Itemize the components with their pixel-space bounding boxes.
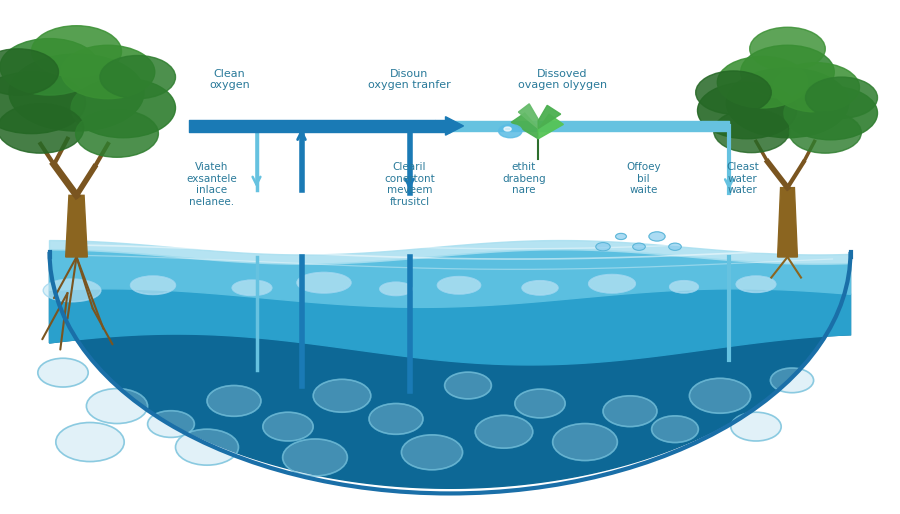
Circle shape bbox=[38, 358, 88, 387]
Ellipse shape bbox=[736, 276, 776, 292]
Polygon shape bbox=[538, 114, 563, 139]
Text: Offoey
bil
waite: Offoey bil waite bbox=[626, 162, 661, 195]
Text: ethit
drabeng
nare: ethit drabeng nare bbox=[502, 162, 545, 195]
Circle shape bbox=[649, 232, 665, 241]
Polygon shape bbox=[511, 113, 538, 139]
Ellipse shape bbox=[130, 276, 176, 295]
Ellipse shape bbox=[437, 277, 481, 294]
Circle shape bbox=[603, 396, 657, 427]
Circle shape bbox=[263, 412, 313, 441]
Circle shape bbox=[698, 82, 796, 139]
Circle shape bbox=[553, 424, 617, 461]
Circle shape bbox=[652, 416, 698, 443]
Circle shape bbox=[515, 389, 565, 418]
Circle shape bbox=[789, 112, 861, 153]
Text: Clean
oxygen: Clean oxygen bbox=[209, 69, 250, 90]
Circle shape bbox=[9, 54, 144, 131]
Circle shape bbox=[207, 386, 261, 416]
Circle shape bbox=[773, 63, 860, 112]
Circle shape bbox=[669, 243, 681, 250]
Circle shape bbox=[731, 412, 781, 441]
Circle shape bbox=[633, 243, 645, 250]
Circle shape bbox=[596, 243, 610, 251]
Circle shape bbox=[369, 403, 423, 434]
Polygon shape bbox=[50, 241, 850, 264]
Ellipse shape bbox=[232, 280, 272, 296]
Circle shape bbox=[616, 233, 626, 240]
Circle shape bbox=[32, 26, 122, 77]
Polygon shape bbox=[50, 289, 850, 365]
Circle shape bbox=[56, 423, 124, 462]
Polygon shape bbox=[538, 105, 561, 128]
Circle shape bbox=[71, 78, 176, 138]
Ellipse shape bbox=[589, 274, 635, 293]
Circle shape bbox=[76, 110, 158, 157]
Polygon shape bbox=[50, 250, 850, 307]
Circle shape bbox=[401, 435, 463, 470]
Circle shape bbox=[0, 49, 58, 95]
Polygon shape bbox=[446, 117, 464, 135]
Circle shape bbox=[504, 127, 511, 131]
Polygon shape bbox=[50, 257, 850, 488]
Polygon shape bbox=[66, 195, 87, 257]
Circle shape bbox=[714, 109, 789, 153]
Circle shape bbox=[0, 104, 84, 153]
Circle shape bbox=[696, 71, 771, 114]
Circle shape bbox=[806, 77, 878, 118]
Ellipse shape bbox=[380, 282, 412, 296]
Text: Cleast
water
water: Cleast water water bbox=[726, 162, 759, 195]
Ellipse shape bbox=[670, 281, 698, 293]
Circle shape bbox=[770, 368, 814, 393]
Circle shape bbox=[148, 411, 194, 437]
Circle shape bbox=[499, 124, 522, 138]
Circle shape bbox=[0, 39, 99, 95]
Text: Disoun
oxygen tranfer: Disoun oxygen tranfer bbox=[368, 69, 451, 90]
Polygon shape bbox=[778, 188, 797, 257]
Circle shape bbox=[0, 72, 86, 134]
Circle shape bbox=[741, 45, 834, 99]
Circle shape bbox=[717, 57, 807, 108]
Circle shape bbox=[100, 56, 176, 99]
Circle shape bbox=[176, 429, 238, 465]
Text: Dissoved
ovagen olyygen: Dissoved ovagen olyygen bbox=[518, 69, 608, 90]
Circle shape bbox=[726, 68, 849, 138]
Ellipse shape bbox=[297, 272, 351, 293]
Circle shape bbox=[750, 27, 825, 70]
Circle shape bbox=[283, 439, 347, 476]
Polygon shape bbox=[518, 104, 538, 128]
Circle shape bbox=[689, 378, 751, 413]
Text: Viateh
exsantele
inlace
nelanee.: Viateh exsantele inlace nelanee. bbox=[186, 162, 237, 207]
Ellipse shape bbox=[522, 281, 558, 295]
Circle shape bbox=[313, 379, 371, 412]
Ellipse shape bbox=[43, 279, 101, 302]
Circle shape bbox=[445, 372, 491, 399]
Circle shape bbox=[86, 389, 148, 424]
Circle shape bbox=[784, 86, 878, 140]
Circle shape bbox=[475, 415, 533, 448]
Text: Clearil
conertont
meveem
ftrusitcl: Clearil conertont meveem ftrusitcl bbox=[384, 162, 435, 207]
Circle shape bbox=[61, 45, 155, 99]
